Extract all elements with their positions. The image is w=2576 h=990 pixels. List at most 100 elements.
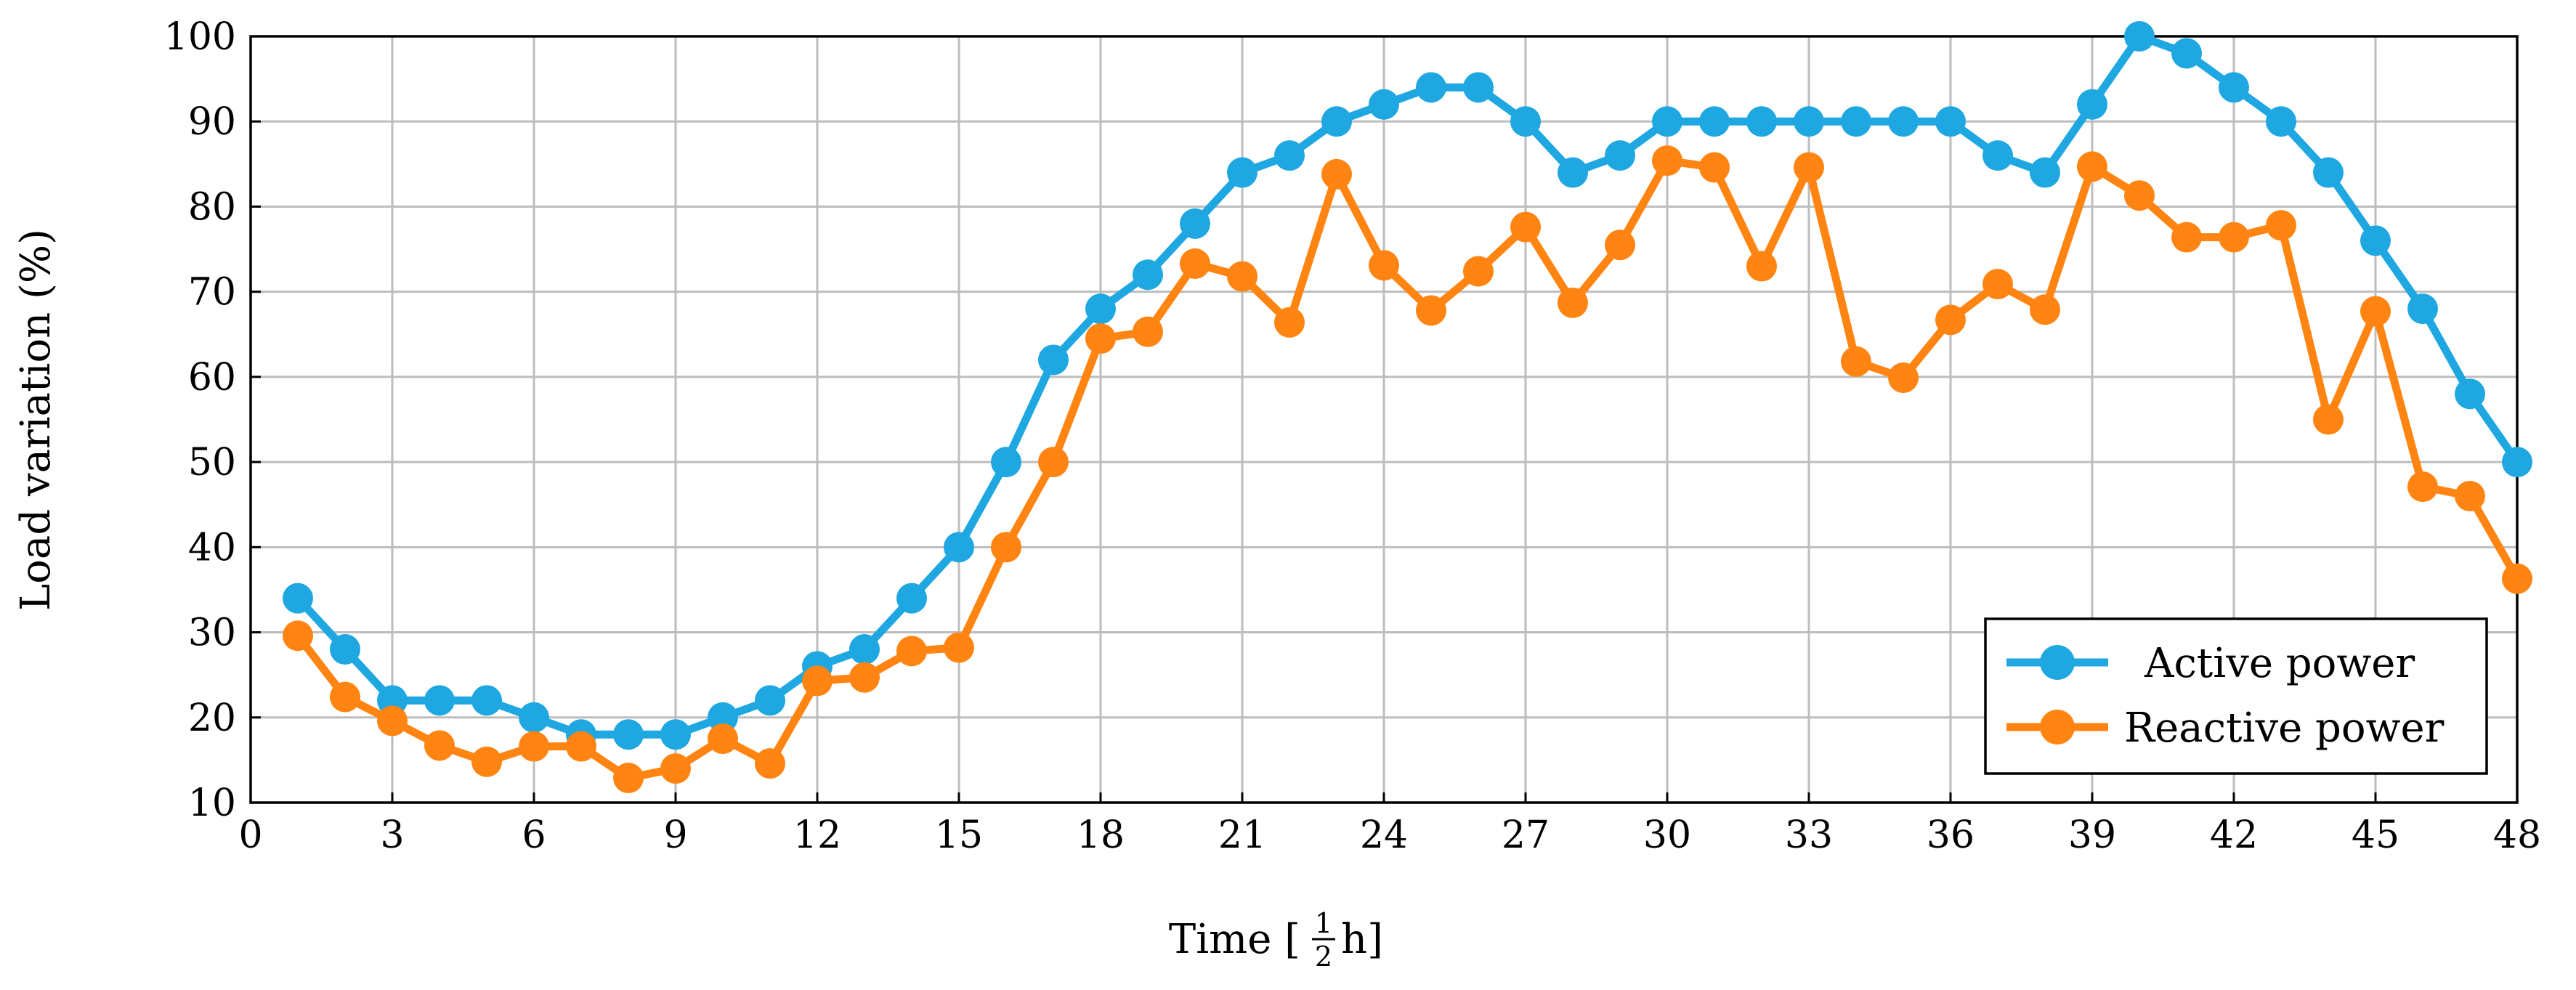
data-point-reactive-power: [1227, 261, 1257, 292]
data-point-active-power: [2077, 89, 2107, 120]
data-point-active-power: [1227, 157, 1257, 188]
data-point-active-power: [660, 719, 691, 750]
data-point-reactive-power: [330, 681, 360, 713]
x-tick-label: 39: [2068, 813, 2116, 857]
x-tick-label: 24: [1360, 813, 1408, 857]
legend-marker-reactive-power: [2040, 710, 2075, 744]
x-tick-label: 18: [1077, 813, 1125, 857]
data-point-reactive-power: [613, 763, 644, 794]
data-point-active-power: [1841, 106, 1871, 137]
legend-item-active-power: Active power: [2006, 640, 2415, 687]
data-point-reactive-power: [2124, 180, 2155, 211]
data-point-reactive-power: [1133, 316, 1163, 347]
data-point-active-power: [1746, 106, 1777, 137]
data-point-active-power: [1085, 293, 1116, 325]
x-tick-label: 21: [1218, 813, 1266, 857]
y-tick-label: 40: [188, 526, 236, 569]
data-point-reactive-power: [1510, 211, 1541, 243]
data-point-reactive-power: [2171, 222, 2202, 253]
data-point-reactive-power: [1652, 145, 1682, 177]
data-point-reactive-power: [1463, 256, 1494, 287]
data-point-reactive-power: [283, 620, 313, 652]
x-tick-label: 15: [935, 813, 983, 857]
data-point-active-power: [755, 685, 785, 716]
x-tick-label: 30: [1643, 813, 1691, 857]
data-point-active-power: [1982, 140, 2013, 171]
y-tick-label: 70: [188, 271, 236, 315]
x-tick-label: 3: [380, 813, 404, 857]
data-point-reactive-power: [2407, 471, 2438, 503]
data-point-active-power: [2219, 72, 2249, 103]
data-point-active-power: [2502, 447, 2532, 478]
data-point-reactive-power: [1935, 304, 1966, 336]
data-point-active-power: [2266, 106, 2296, 137]
data-point-active-power: [1369, 89, 1399, 120]
data-point-active-power: [519, 702, 549, 733]
data-point-active-power: [1699, 106, 1730, 137]
x-tick-label: 36: [1927, 813, 1974, 857]
data-point-active-power: [330, 634, 360, 665]
data-point-reactive-power: [2360, 296, 2391, 327]
data-point-active-power: [1416, 72, 1446, 103]
data-point-reactive-power: [2502, 563, 2532, 594]
legend-label-reactive-power: Reactive power: [2124, 705, 2445, 752]
data-point-active-power: [613, 719, 644, 750]
data-point-active-power: [991, 447, 1021, 478]
y-tick-label: 30: [188, 612, 236, 655]
x-axis-title-text: Time [: [1169, 916, 1300, 963]
data-point-reactive-power: [1888, 362, 1919, 394]
data-point-reactive-power: [1699, 152, 1730, 183]
data-point-active-power: [1180, 208, 1210, 239]
legend-label-active-power: Active power: [2144, 640, 2415, 687]
data-point-reactive-power: [1274, 307, 1305, 338]
x-tick-label: 42: [2210, 813, 2258, 857]
x-tick-label: 33: [1785, 813, 1833, 857]
data-point-active-power: [1605, 140, 1635, 171]
data-point-active-power: [1274, 140, 1305, 171]
data-point-active-power: [1652, 106, 1682, 137]
data-point-reactive-power: [1841, 346, 1871, 377]
data-point-reactive-power: [1180, 248, 1210, 279]
data-point-reactive-power: [1416, 295, 1446, 326]
x-tick-label: 0: [238, 813, 262, 857]
data-point-reactive-power: [1038, 447, 1069, 478]
data-point-reactive-power: [708, 723, 738, 755]
x-tick-label: 48: [2493, 813, 2541, 857]
data-point-reactive-power: [519, 731, 549, 762]
x-tick-label: 6: [522, 813, 546, 857]
x-axis-title: Time [ 1 2 h]: [1169, 907, 1383, 973]
data-point-reactive-power: [944, 632, 974, 663]
legend-item-reactive-power: Reactive power: [2006, 705, 2445, 752]
data-point-active-power: [2171, 38, 2202, 69]
data-point-active-power: [2407, 293, 2438, 325]
x-axis-title-unit: h]: [1341, 916, 1383, 963]
legend-box: [1984, 617, 2488, 775]
data-point-reactive-power: [1746, 251, 1777, 282]
y-tick-label: 100: [164, 15, 236, 59]
data-point-reactive-power: [1321, 158, 1352, 190]
data-point-active-power: [1558, 157, 1588, 188]
data-point-active-power: [1038, 344, 1069, 376]
data-point-active-power: [1133, 259, 1163, 291]
data-point-active-power: [944, 532, 974, 563]
legend: Active power Reactive power: [1984, 617, 2488, 775]
data-point-active-power: [1321, 106, 1352, 137]
data-point-reactive-power: [1085, 323, 1116, 354]
x-tick-label: 45: [2352, 813, 2399, 857]
series-layer: [283, 21, 2532, 794]
data-point-reactive-power: [896, 636, 927, 667]
data-point-reactive-power: [1982, 269, 2013, 300]
y-axis: 10 20 30 40 50 60 70 80 90 100: [164, 15, 261, 825]
data-point-reactive-power: [2313, 404, 2344, 435]
y-tick-label: 10: [188, 782, 236, 825]
y-tick-label: 60: [188, 356, 236, 399]
y-axis-title: Load variation (%): [12, 229, 60, 611]
x-tick-label: 12: [793, 813, 841, 857]
x-axis: 0 3 6 9 12 15 18 21 24 27 30 33 36 39 42 45 48: [238, 792, 2541, 857]
data-point-reactive-power: [2219, 222, 2249, 253]
series-active-power: [283, 21, 2532, 750]
data-point-active-power: [471, 685, 502, 716]
data-point-active-power: [2030, 157, 2060, 188]
data-point-reactive-power: [424, 730, 455, 761]
